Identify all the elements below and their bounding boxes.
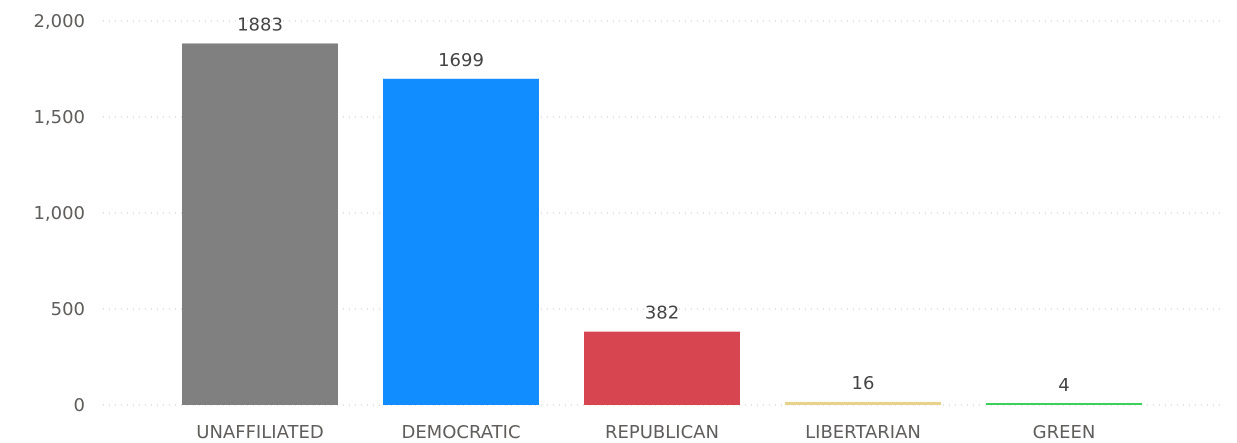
data-label: 4 [1058,375,1069,396]
y-tick-label: 500 [51,299,85,320]
x-tick-label: DEMOCRATIC [401,422,520,443]
bar[interactable] [785,401,941,405]
bar[interactable] [182,43,338,406]
data-label: 1883 [237,14,283,35]
bars [182,43,1142,406]
y-tick-label: 1,000 [33,203,85,224]
x-tick-label: GREEN [1033,422,1096,443]
bar[interactable] [584,331,740,405]
x-tick-label: LIBERTARIAN [805,422,921,443]
y-axis-tick-labels: 0 500 1,000 1,500 2,000 [33,11,85,416]
x-tick-label: UNAFFILIATED [196,422,323,443]
y-tick-label: 2,000 [33,11,85,32]
y-tick-label: 0 [74,395,85,416]
y-tick-label: 1,500 [33,107,85,128]
bar[interactable] [383,78,539,406]
data-label: 16 [852,373,875,394]
data-labels: 1883 1699 382 16 4 [237,14,1070,396]
x-tick-label: REPUBLICAN [605,422,719,443]
data-label: 1699 [438,50,484,71]
bar[interactable] [986,403,1142,405]
x-axis-category-labels: UNAFFILIATED DEMOCRATIC REPUBLICAN LIBERTAR… [196,422,1095,443]
data-label: 382 [645,303,679,324]
